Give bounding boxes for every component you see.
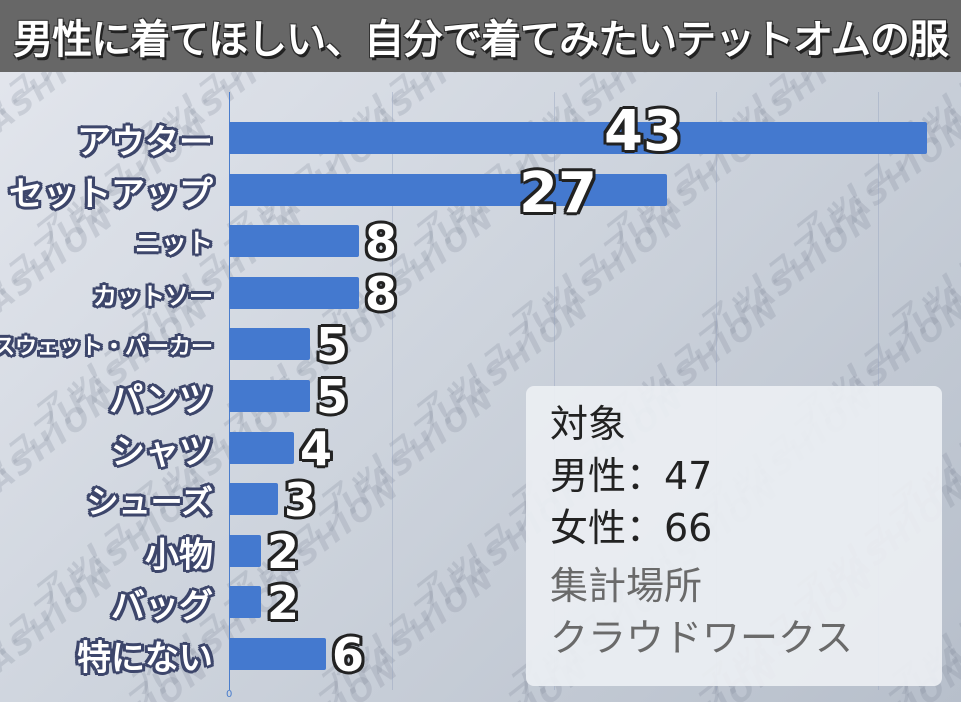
info-source-value: クラウドワークス [550,616,853,660]
value-label: 2 [267,524,300,579]
value-label: 3 [284,473,317,528]
category-label: アウター [77,122,213,163]
bar [229,431,294,464]
value-label: 8 [365,266,398,321]
bar [229,586,261,619]
bar-row: シャツ 4 [0,426,961,473]
watermark-text: アッ!ユフ!FASHION [0,559,123,702]
info-female-count: 女性：66 [550,506,713,550]
value-label: 8 [365,215,398,270]
value-label: 4 [300,421,333,476]
category-label: パンツ [109,380,213,421]
value-label: 27 [519,160,597,226]
bar [229,328,310,361]
bar [229,534,261,567]
category-label: 小物 [145,535,213,576]
info-heading: 対象 [550,402,627,446]
value-label: 5 [316,318,349,373]
chart-title: 男性に着てほしい、自分で着てみたいテットオムの服 [13,17,949,63]
category-label: シャツ [111,432,213,473]
bar-row: アウター 43 [0,104,961,163]
bar-row: パンツ 5 [0,374,961,421]
bar [229,380,310,412]
bar-row: スウェット・パーカー 5 [0,322,961,368]
value-label: 43 [604,99,682,165]
bar-row: カットソー 8 [0,271,961,317]
bar [229,122,927,154]
category-label: セットアップ [9,174,213,215]
category-label: シューズ [86,483,213,522]
info-source-label: 集計場所 [550,564,703,608]
value-label: 2 [267,576,300,631]
bar-row: シューズ 3 [0,477,961,523]
bar-row: バッグ 2 [0,580,961,627]
bar-row: セットアップ 27 [0,165,961,221]
category-label: 特にない [77,638,213,679]
value-label: 6 [332,628,365,682]
category-label: バッグ [111,586,213,627]
bar-row: 小物 2 [0,529,961,576]
gridline [392,92,393,690]
category-label: スウェット・パーカー [0,335,213,361]
category-label: ニット [134,229,213,260]
bar [229,483,278,516]
bar-row: ニット 8 [0,219,961,265]
info-box: 対象 男性：47 女性：66 集計場所 クラウドワークス [526,386,942,686]
x-axis-tick-zero: 0 [226,689,233,700]
bar [229,276,359,309]
value-label: 5 [316,370,349,424]
bar-row: 特にない 6 [0,632,961,679]
bar [229,225,359,258]
bar [229,638,326,670]
bar [229,173,667,206]
category-label: カットソー [93,282,213,311]
title-bar [0,0,961,72]
info-male-count: 男性：47 [550,454,713,498]
